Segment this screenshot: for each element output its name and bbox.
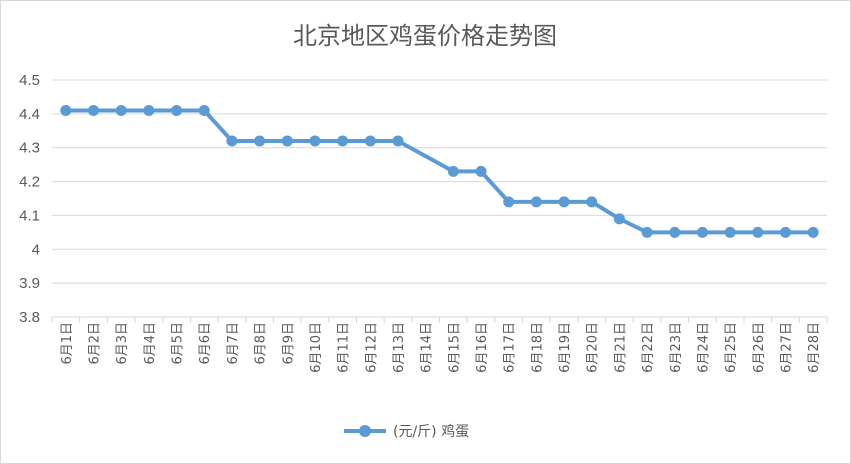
legend: (元/斤) 鸡蛋 [344, 423, 469, 440]
x-tick-label: 6月20日 [586, 322, 601, 373]
data-point [115, 104, 127, 116]
x-tick-label: 6月10日 [309, 322, 324, 373]
data-point [779, 226, 791, 238]
x-tick-label: 6月2日 [88, 322, 103, 365]
data-point [641, 226, 653, 238]
data-point [586, 196, 598, 208]
data-point [309, 135, 321, 147]
x-tick-label: 6月5日 [171, 322, 186, 365]
x-tick-label: 6月25日 [724, 322, 739, 373]
y-tick-label: 3.9 [19, 275, 40, 292]
data-point [226, 135, 238, 147]
gridlines [52, 79, 827, 318]
data-point [143, 104, 155, 116]
x-tick-label: 6月26日 [752, 322, 767, 373]
x-tick-label: 6月6日 [198, 322, 213, 365]
x-tick-label: 6月21日 [613, 322, 628, 373]
data-point [752, 226, 764, 238]
y-tick-label: 4.5 [19, 72, 40, 89]
data-point [60, 104, 72, 116]
x-tick-label: 6月13日 [392, 322, 407, 373]
data-point [392, 135, 404, 147]
y-tick-label: 4.3 [19, 140, 40, 157]
data-point [475, 165, 487, 177]
y-tick-label: 4.2 [19, 174, 40, 191]
x-tick-label: 6月12日 [364, 322, 379, 373]
x-tick-label: 6月9日 [281, 322, 296, 365]
x-tick-label: 6月14日 [420, 322, 435, 373]
x-tick-label: 6月23日 [669, 322, 684, 373]
x-tick-label: 6月27日 [779, 322, 794, 373]
data-point [558, 196, 570, 208]
series-egg-price [60, 104, 819, 238]
data-point [171, 104, 183, 116]
series-line [65, 108, 814, 235]
data-point [198, 104, 210, 116]
y-tick-label: 4.4 [19, 106, 40, 123]
x-axis-ticks: 6月1日 6月2日 6月3日 6月4日 6月5日 6月6日 6月7日 6月8日 6月9日 6月10… [51, 317, 828, 373]
data-point [503, 196, 515, 208]
x-tick-label: 6月17日 [503, 322, 518, 373]
x-tick-label: 6月7日 [226, 322, 241, 365]
y-axis-ticks: 3.8 3.9 4 4.1 4.2 4.3 4.4 4.5 [19, 72, 40, 326]
data-point [337, 135, 349, 147]
x-tick-label: 6月8日 [254, 322, 269, 365]
data-point [669, 226, 681, 238]
x-tick-label: 6月15日 [447, 322, 462, 373]
data-point [613, 213, 625, 225]
data-point [530, 196, 542, 208]
x-tick-label: 6月3日 [115, 322, 130, 365]
chart-title: 北京地区鸡蛋价格走势图 [293, 22, 557, 50]
x-tick-label: 6月18日 [530, 322, 545, 373]
x-tick-label: 6月19日 [558, 322, 573, 373]
data-point [281, 135, 293, 147]
x-tick-label: 6月1日 [60, 322, 75, 365]
data-point [447, 165, 459, 177]
y-tick-label: 3.8 [19, 309, 40, 326]
data-point [254, 135, 266, 147]
data-point [696, 226, 708, 238]
x-tick-label: 6月28日 [807, 322, 822, 373]
data-point [724, 226, 736, 238]
x-tick-label: 6月11日 [337, 322, 352, 373]
x-tick-label: 6月16日 [475, 322, 490, 373]
legend-marker [359, 425, 371, 437]
y-tick-label: 4 [32, 241, 40, 258]
data-point [88, 104, 100, 116]
x-tick-label: 6月22日 [641, 322, 656, 373]
legend-label: (元/斤) 鸡蛋 [393, 423, 469, 440]
x-tick-label: 6月4日 [143, 322, 158, 365]
y-tick-label: 4.1 [19, 207, 40, 224]
x-tick-label: 6月24日 [696, 322, 711, 373]
data-point [364, 135, 376, 147]
data-point [807, 226, 819, 238]
